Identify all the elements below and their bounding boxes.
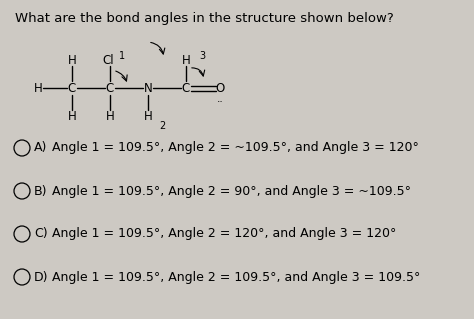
Text: A): A) [34,142,47,154]
Text: N: N [144,81,152,94]
Text: Cl: Cl [102,54,114,66]
Text: ..: .. [217,94,223,104]
Text: C: C [182,81,190,94]
Text: C: C [106,81,114,94]
Text: Angle 1 = 109.5°, Angle 2 = 90°, and Angle 3 = ~109.5°: Angle 1 = 109.5°, Angle 2 = 90°, and Ang… [52,184,411,197]
Text: C): C) [34,227,47,241]
Text: 1: 1 [119,51,125,61]
Text: H: H [68,109,76,122]
Text: H: H [68,54,76,66]
Text: H: H [106,109,114,122]
Text: C: C [68,81,76,94]
Text: Angle 1 = 109.5°, Angle 2 = 109.5°, and Angle 3 = 109.5°: Angle 1 = 109.5°, Angle 2 = 109.5°, and … [52,271,420,284]
Text: B): B) [34,184,47,197]
Text: What are the bond angles in the structure shown below?: What are the bond angles in the structur… [15,12,394,25]
Text: H: H [144,109,152,122]
Text: H: H [182,54,191,66]
Text: D): D) [34,271,48,284]
Text: Angle 1 = 109.5°, Angle 2 = 120°, and Angle 3 = 120°: Angle 1 = 109.5°, Angle 2 = 120°, and An… [52,227,396,241]
Text: Angle 1 = 109.5°, Angle 2 = ~109.5°, and Angle 3 = 120°: Angle 1 = 109.5°, Angle 2 = ~109.5°, and… [52,142,419,154]
Text: 3: 3 [199,51,205,61]
Text: H: H [34,81,42,94]
Text: O: O [215,81,225,94]
Text: 2: 2 [159,121,165,131]
